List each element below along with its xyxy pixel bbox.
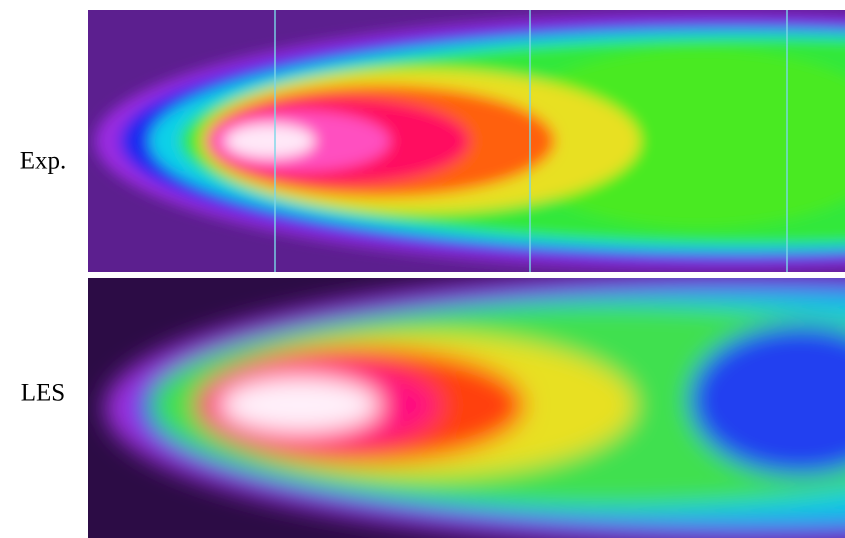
panel-label: LES	[21, 380, 65, 407]
experiment-image	[88, 10, 845, 272]
panel-label: Exp.	[20, 148, 67, 175]
les-image	[88, 278, 845, 538]
